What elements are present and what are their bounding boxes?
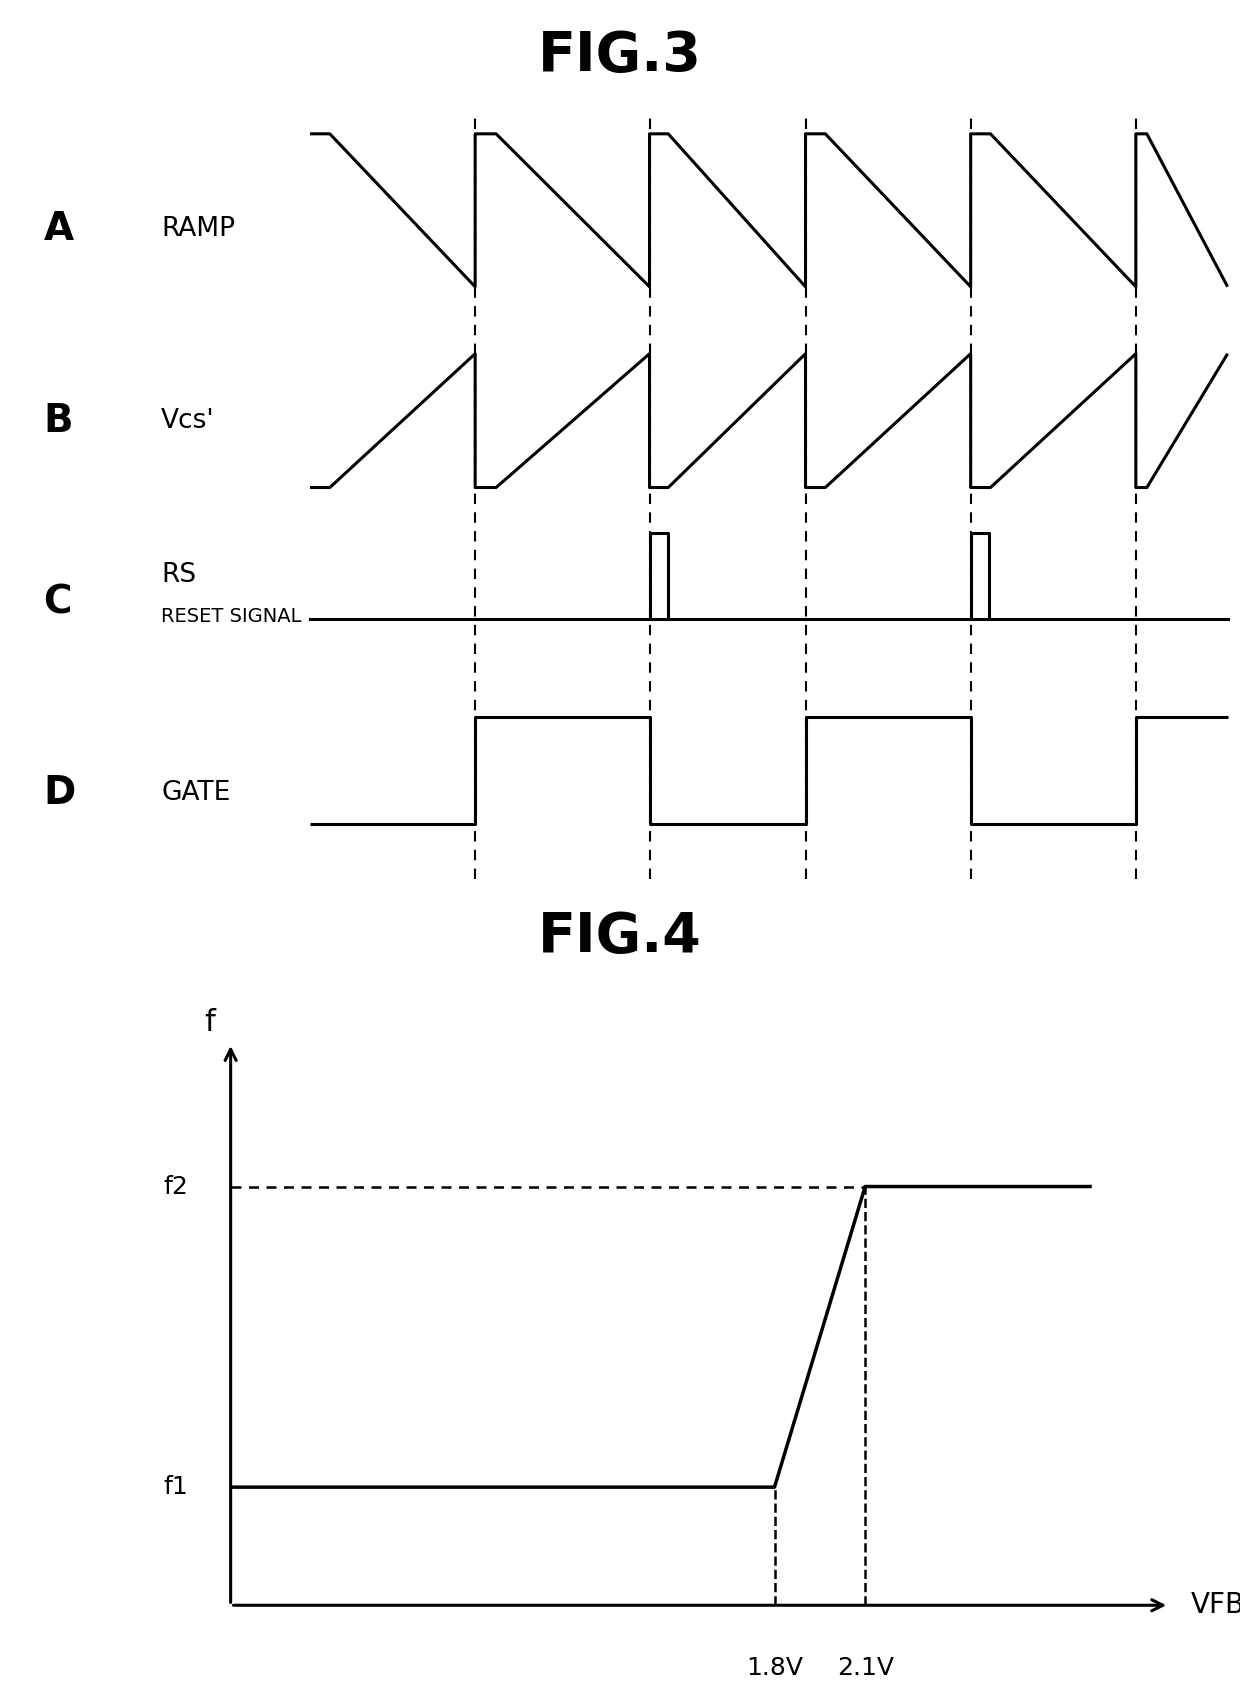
Text: B: B xyxy=(43,401,73,440)
Text: RAMP: RAMP xyxy=(161,217,236,242)
Text: 1.8V: 1.8V xyxy=(746,1656,804,1680)
Text: D: D xyxy=(43,775,76,813)
Text: RS: RS xyxy=(161,563,196,589)
Text: A: A xyxy=(43,210,73,249)
Text: Vcs': Vcs' xyxy=(161,408,215,434)
Text: C: C xyxy=(43,584,72,621)
Text: f2: f2 xyxy=(164,1174,188,1198)
Text: VFB: VFB xyxy=(1190,1591,1240,1620)
Text: 2.1V: 2.1V xyxy=(837,1656,894,1680)
Text: RESET SIGNAL: RESET SIGNAL xyxy=(161,608,301,626)
Text: FIG.3: FIG.3 xyxy=(538,29,702,82)
Text: f: f xyxy=(203,1007,215,1036)
Text: GATE: GATE xyxy=(161,780,231,806)
Text: f1: f1 xyxy=(164,1475,188,1499)
Text: FIG.4: FIG.4 xyxy=(538,910,702,964)
